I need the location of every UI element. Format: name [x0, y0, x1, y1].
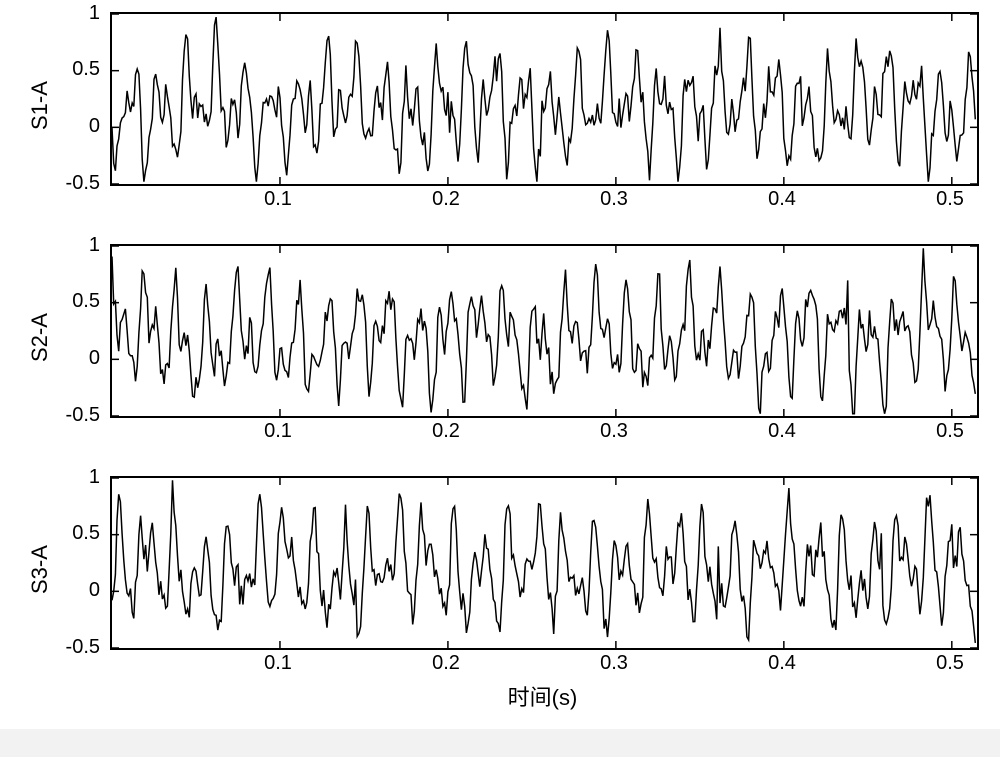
xtick-label: 0.4 [768, 420, 796, 443]
xtick-label: 0.2 [432, 188, 460, 211]
xlabel: 时间(s) [110, 680, 975, 712]
subplot-s2a: S2-A 1 0.5 0 -0.5 0.1 0.2 0.3 0.4 0.5 [0, 244, 1000, 414]
ylabel-s3a: S3-A [27, 534, 53, 594]
plot-area-s1a [110, 12, 979, 186]
xtick-label: 0.1 [264, 420, 292, 443]
xtick-label: 0.3 [600, 188, 628, 211]
signal-s3a [112, 478, 977, 648]
xtick-label: 0.4 [768, 652, 796, 675]
plot-area-s3a [110, 476, 979, 650]
ytick-label: 1 [60, 466, 100, 489]
xtick-label: 0.5 [936, 652, 964, 675]
xtick-label: 0.2 [432, 652, 460, 675]
ytick-label: -0.5 [60, 404, 100, 427]
ylabel-s1a: S1-A [27, 70, 53, 130]
xtick-label: 0.3 [600, 420, 628, 443]
signal-s1a [112, 14, 977, 184]
subplot-s3a: S3-A 1 0.5 0 -0.5 0.1 0.2 0.3 0.4 0.5 [0, 476, 1000, 646]
footer-strip [0, 729, 1000, 757]
xtick-label: 0.5 [936, 188, 964, 211]
ytick-label: 0.5 [60, 522, 100, 545]
xtick-label: 0.1 [264, 188, 292, 211]
plot-area-s2a [110, 244, 979, 418]
ytick-label: 1 [60, 234, 100, 257]
figure: S1-A 1 0.5 0 -0.5 0.1 0.2 0.3 0.4 0.5 S2… [0, 0, 1000, 757]
xtick-label: 0.4 [768, 188, 796, 211]
signal-s2a [112, 246, 977, 416]
xtick-label: 0.5 [936, 420, 964, 443]
ytick-label: -0.5 [60, 636, 100, 659]
subplot-s1a: S1-A 1 0.5 0 -0.5 0.1 0.2 0.3 0.4 0.5 [0, 12, 1000, 182]
ytick-label: 0.5 [60, 290, 100, 313]
xtick-label: 0.2 [432, 420, 460, 443]
xtick-label: 0.3 [600, 652, 628, 675]
ytick-label: 0 [60, 347, 100, 370]
ytick-label: 1 [60, 2, 100, 25]
ytick-label: -0.5 [60, 172, 100, 195]
ylabel-s2a: S2-A [27, 302, 53, 362]
xtick-label: 0.1 [264, 652, 292, 675]
ytick-label: 0 [60, 115, 100, 138]
ytick-label: 0.5 [60, 58, 100, 81]
ytick-label: 0 [60, 579, 100, 602]
